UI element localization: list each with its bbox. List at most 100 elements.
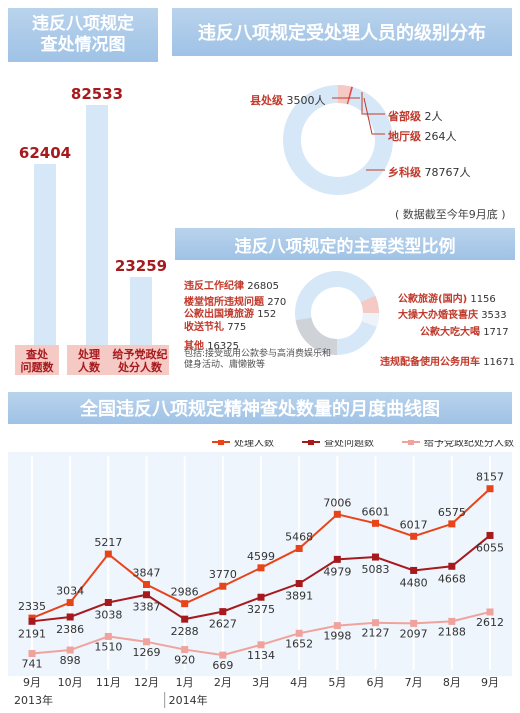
data-point [181, 646, 189, 654]
data-point [372, 519, 379, 527]
data-point [143, 638, 150, 646]
data-label: 5217 [94, 536, 122, 549]
overview-bar-value: 82533 [70, 85, 124, 103]
data-label: 2627 [209, 618, 237, 631]
data-point [257, 564, 265, 572]
data-label: 4668 [438, 572, 466, 585]
x-tick-label: 9月 [481, 676, 499, 689]
level-province: 省部级 2人 [388, 110, 443, 123]
data-label: 920 [174, 654, 195, 667]
data-label: 3038 [94, 608, 122, 621]
types-donut-other-slice [295, 317, 338, 356]
data-point [333, 622, 341, 630]
data-point [486, 485, 494, 493]
data-label: 2986 [171, 586, 199, 599]
data-point [410, 566, 418, 574]
data-label: 6601 [362, 505, 390, 518]
data-label: 8157 [476, 471, 504, 484]
data-label: 3034 [56, 585, 84, 598]
data-point [448, 562, 456, 570]
overview-bar-label: 处理 人数 [67, 345, 111, 375]
data-point [448, 520, 456, 528]
data-label: 5083 [362, 563, 390, 576]
data-label: 4480 [400, 576, 428, 589]
data-label: 1269 [133, 646, 161, 659]
data-label: 898 [60, 654, 81, 667]
data-label: 2386 [56, 623, 84, 636]
x-tick-label: 3月 [252, 676, 270, 689]
x-tick-label: 1月 [176, 676, 194, 689]
data-point [66, 646, 74, 654]
data-label: 2288 [171, 625, 199, 638]
data-point [143, 591, 150, 599]
data-point [486, 531, 494, 539]
types-donut-banquet-slice [360, 295, 380, 314]
data-point [486, 608, 494, 616]
data-label: 6575 [438, 506, 466, 519]
data-label: 2612 [476, 616, 504, 629]
data-label: 1510 [94, 640, 122, 653]
overview-bar [130, 277, 152, 345]
data-point [295, 580, 303, 588]
x-tick-label: 5月 [328, 676, 346, 689]
x-tick-label: 2月 [214, 676, 232, 689]
data-point [219, 582, 227, 590]
data-label: 6055 [476, 541, 504, 554]
data-label: 2191 [18, 627, 46, 640]
data-point [372, 553, 379, 561]
legend-label: 查处问题数 [324, 440, 374, 449]
level-township: 乡科级 78767人 [388, 166, 471, 179]
data-label: 5468 [285, 530, 313, 543]
overview-bar-value: 62404 [18, 143, 72, 162]
data-label: 2188 [438, 625, 466, 638]
data-label: 3770 [209, 568, 237, 581]
data-label: 3891 [285, 590, 313, 603]
data-label: 1652 [285, 637, 313, 650]
data-label: 669 [212, 659, 233, 672]
data-point [181, 600, 189, 608]
type-weddings-funerals: 大操大办婚丧喜庆 3533 [398, 310, 507, 321]
legend-label: 给予党政纪处分人数 [424, 440, 514, 449]
data-label: 1998 [323, 630, 351, 643]
x-tick-label: 6月 [367, 676, 385, 689]
data-point [219, 651, 227, 659]
overview-title: 违反八项规定 查处情况图 [8, 8, 158, 62]
type-banquets: 公款大吃大喝 1717 [420, 327, 509, 338]
data-point [104, 598, 112, 606]
data-point [295, 629, 303, 637]
type-domestic-travel: 公款旅游(国内) 1156 [398, 294, 496, 305]
data-label: 3387 [133, 601, 161, 614]
data-label: 4599 [247, 550, 275, 563]
x-tick-label: 7月 [405, 676, 423, 689]
data-point [295, 544, 303, 552]
data-label: 2335 [18, 600, 46, 613]
data-label: 741 [22, 658, 43, 671]
data-point [410, 532, 418, 540]
level-prefecture: 地厅级 264人 [388, 130, 457, 143]
overview-bar [34, 163, 56, 345]
data-point [143, 581, 150, 589]
data-point [181, 615, 189, 623]
year-label: 2013年 [14, 693, 53, 707]
data-point [448, 617, 456, 625]
data-point [28, 617, 36, 625]
data-point [410, 619, 418, 627]
legend-marker [408, 440, 414, 445]
x-tick-label: 12月 [134, 676, 159, 689]
types-donut-dining-slice [361, 312, 379, 327]
data-point [66, 613, 74, 621]
data-point [257, 593, 265, 601]
type-overseas-travel: 公款出国境旅游 152 [184, 309, 277, 320]
data-label: 4979 [323, 565, 351, 578]
data-point [66, 599, 74, 607]
monthly-chart-title: 全国违反八项规定精神查处数量的月度曲线图 [8, 392, 512, 424]
data-point [219, 608, 227, 616]
overview-bar-label: 给予党政纪 处分人数 [111, 345, 169, 375]
type-official-cars: 违规配备使用公务用车 11671 [380, 357, 515, 368]
data-point [104, 550, 112, 558]
legend-marker [308, 440, 314, 445]
data-label: 3847 [133, 567, 161, 580]
x-tick-label: 9月 [23, 676, 41, 689]
x-tick-label: 4月 [290, 676, 308, 689]
type-other: 其他 16325 [184, 341, 239, 352]
